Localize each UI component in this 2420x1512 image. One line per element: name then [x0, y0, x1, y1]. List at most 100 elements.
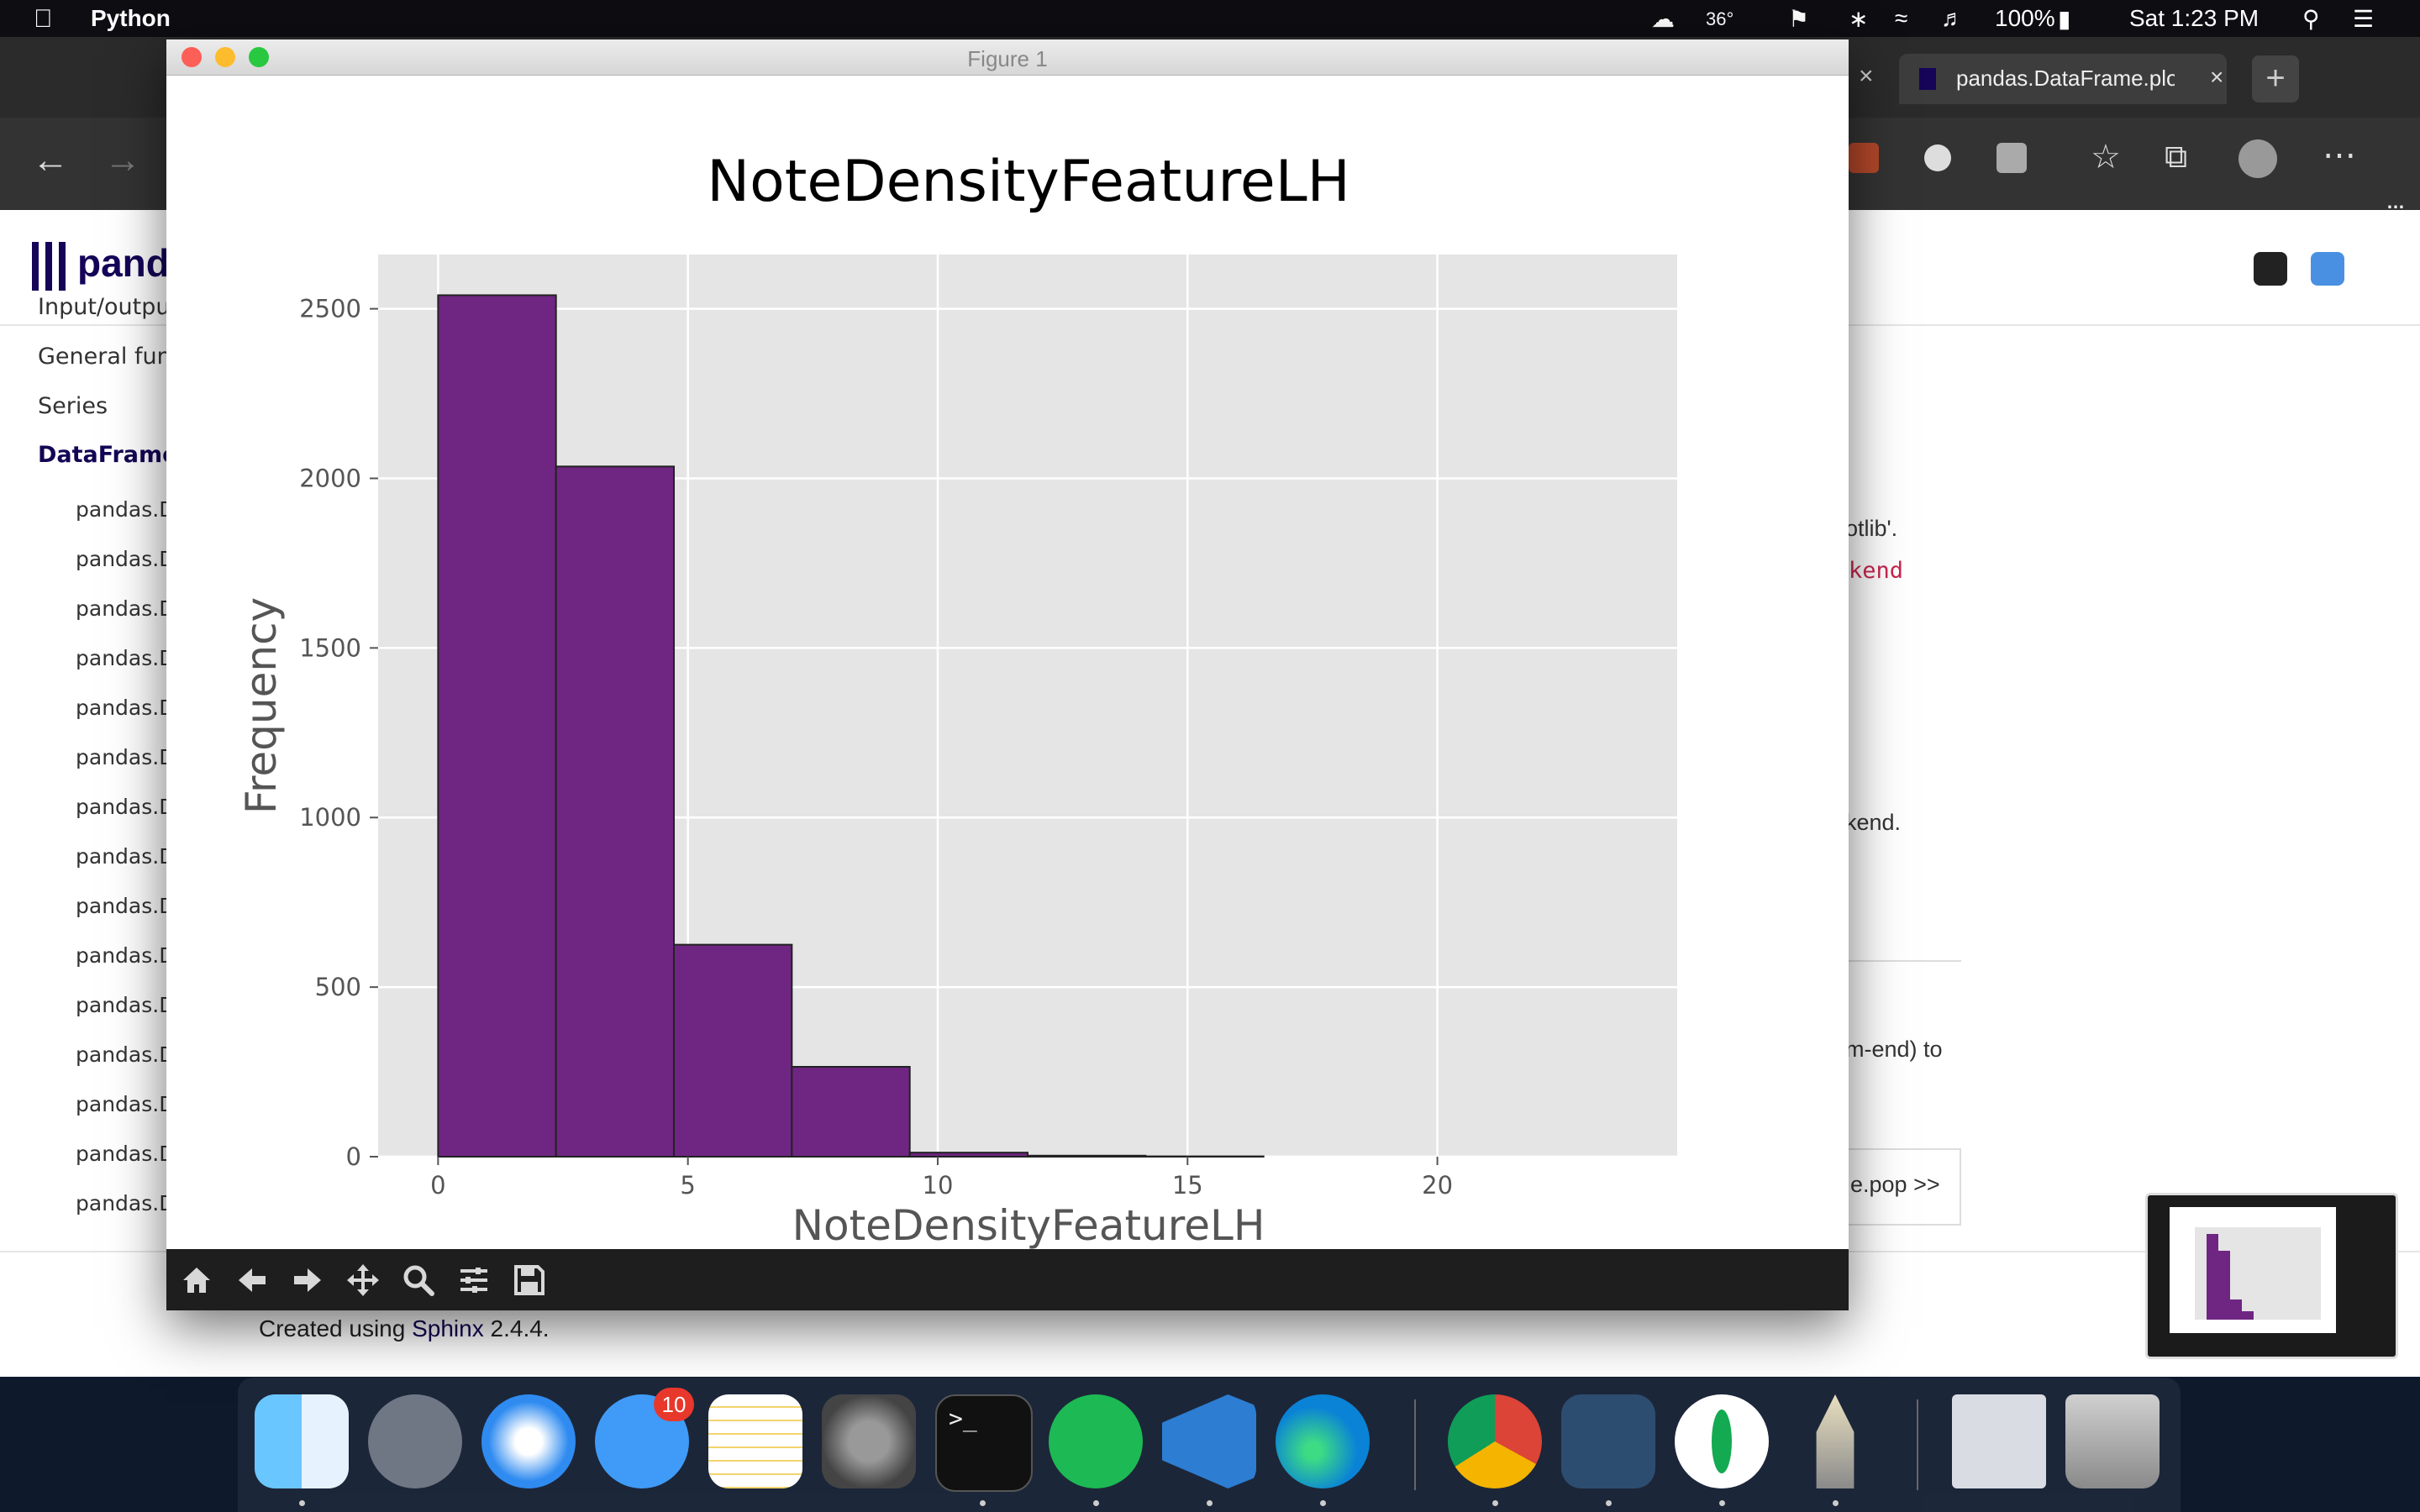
sidebar-subitem[interactable]: pandas.D — [76, 993, 176, 1017]
sidebar-subitem[interactable]: pandas.D — [76, 844, 176, 869]
creative-cloud-icon[interactable]: ☁ — [1651, 6, 1675, 32]
profile-avatar[interactable] — [2238, 139, 2277, 178]
forward-arrow-icon[interactable] — [282, 1257, 333, 1303]
messages-icon[interactable]: 10 — [595, 1388, 694, 1488]
notes-icon[interactable] — [708, 1394, 802, 1488]
sidebar-subitem[interactable]: pandas.D — [76, 547, 176, 571]
weather-temperature[interactable]: 36° — [1706, 8, 1734, 29]
wifi-icon[interactable]: ≈ — [1895, 5, 1908, 31]
thumbnail-bar — [2207, 1234, 2218, 1320]
chrome-icon[interactable] — [1448, 1394, 1542, 1488]
figure-window: Figure 1 NoteDensityFeatureLH 0 5 10 15 20 0… — [166, 39, 1849, 1310]
finder-icon[interactable] — [255, 1394, 349, 1488]
figure-toolbar — [166, 1249, 1849, 1310]
running-indicator — [299, 1500, 305, 1506]
sidebar-subitem[interactable]: pandas.D — [76, 1191, 176, 1215]
configure-subplots-icon[interactable] — [449, 1257, 499, 1303]
sidebar-subitem[interactable]: pandas.D — [76, 696, 176, 720]
footer-suffix: 2.4.4. — [483, 1315, 550, 1341]
flag-icon[interactable]: ⚑ — [1788, 6, 1810, 32]
launchpad-icon[interactable] — [368, 1394, 462, 1488]
histogram-bar — [1027, 1154, 1147, 1158]
browser-tab-active[interactable]: pandas.DataFrame.plot — × — [1899, 54, 2227, 104]
twitter-icon[interactable] — [2311, 252, 2344, 286]
sidebar-subitem[interactable]: pandas.D — [76, 646, 176, 670]
system-preferences-icon[interactable] — [822, 1394, 916, 1488]
close-tab-icon[interactable]: × — [1859, 62, 1874, 90]
histogram-bar — [437, 294, 557, 1158]
trash-icon[interactable] — [2065, 1394, 2160, 1488]
sidebar-subitem[interactable]: pandas.D — [76, 943, 176, 968]
sidebar-subitem[interactable]: pandas.D — [76, 497, 176, 522]
chrome-window-minimized-icon[interactable] — [1952, 1394, 2046, 1488]
save-icon[interactable] — [504, 1257, 555, 1303]
home-icon[interactable] — [171, 1257, 222, 1303]
app-menu-name[interactable]: Python — [91, 5, 171, 31]
spotify-icon[interactable] — [1049, 1394, 1143, 1488]
sidebar-item-series[interactable]: Series — [38, 393, 108, 419]
edge-icon[interactable] — [1276, 1394, 1370, 1488]
close-window-icon[interactable] — [182, 47, 202, 67]
sphinx-link[interactable]: Sphinx — [412, 1315, 484, 1341]
desktop-file-label[interactable]: … — [2386, 192, 2405, 213]
mysql-workbench-icon[interactable] — [1561, 1394, 1655, 1488]
extension-icon[interactable] — [1849, 143, 1879, 173]
terminal-icon[interactable]: >_ — [935, 1394, 1033, 1492]
sidebar-item-input-output[interactable]: Input/output — [38, 294, 180, 320]
next-page-button[interactable]: e.pop >> — [1849, 1148, 1961, 1226]
sidebar-subitem[interactable]: pandas.D — [76, 1092, 176, 1116]
x-axis-ticks: 0 5 10 15 20 — [430, 1157, 1453, 1200]
sidebar-subitem[interactable]: pandas.D — [76, 596, 176, 621]
favorites-icon[interactable]: ☆ — [2091, 139, 2121, 176]
sidebar-subitem[interactable]: pandas.D — [76, 894, 176, 918]
maximize-window-icon[interactable] — [249, 47, 269, 67]
terminal-prompt-icon: >_ — [949, 1404, 977, 1432]
figure-window-title: Figure 1 — [967, 46, 1048, 71]
control-center-icon[interactable]: ☰ — [2353, 6, 2375, 32]
bluetooth-icon[interactable]: ∗ — [1849, 6, 1869, 32]
python-launcher-icon[interactable] — [1816, 1394, 1854, 1488]
back-arrow-icon[interactable] — [227, 1257, 277, 1303]
close-tab-icon[interactable]: × — [2210, 64, 2224, 90]
footer-text: Created using Sphinx 2.4.4. — [259, 1315, 550, 1342]
sidebar-subitem[interactable]: pandas.D — [76, 745, 176, 769]
sidebar-subitem[interactable]: pandas.D — [76, 1042, 176, 1067]
minimize-window-icon[interactable] — [215, 47, 235, 67]
screenshot-thumbnail[interactable] — [2145, 1193, 2398, 1359]
sidebar-subitem[interactable]: pandas.D — [76, 795, 176, 819]
pandas-logo-icon[interactable] — [32, 242, 66, 291]
new-tab-button[interactable]: + — [2252, 55, 2299, 102]
running-indicator — [1207, 1500, 1213, 1506]
x-axis-label: NoteDensityFeatureLH — [792, 1201, 1265, 1249]
extension-icon[interactable] — [1924, 144, 1951, 171]
extension-icon[interactable] — [1996, 143, 2027, 173]
forward-icon[interactable]: → — [104, 139, 141, 181]
sidebar-item-dataframe[interactable]: DataFrame — [38, 442, 178, 468]
more-menu-icon[interactable]: ⋯ — [2323, 137, 2356, 174]
sidebar-subitem[interactable]: pandas.D — [76, 1142, 176, 1166]
volume-icon[interactable]: ♬ — [1941, 5, 1965, 31]
clock[interactable]: Sat 1:23 PM — [2129, 5, 2260, 31]
vscode-icon[interactable] — [1162, 1394, 1256, 1488]
x-tick-label: 5 — [680, 1171, 695, 1200]
figure-titlebar[interactable]: Figure 1 — [166, 39, 1849, 76]
histogram-bars — [437, 294, 1265, 1158]
histogram-bar — [673, 943, 793, 1158]
thumbnail-figure — [2170, 1207, 2336, 1333]
y-tick-label: 2500 — [299, 295, 361, 323]
mongodb-compass-icon[interactable] — [1675, 1394, 1769, 1488]
battery-percent[interactable]: 100% — [1995, 5, 2055, 31]
collections-icon[interactable]: ⧉ — [2165, 139, 2188, 175]
apple-menu-icon[interactable]:  — [34, 5, 53, 34]
github-icon[interactable] — [2254, 252, 2287, 286]
y-axis-ticks: 0 500 1000 1500 2000 2500 — [299, 295, 378, 1171]
battery-icon[interactable]: ▮ — [2058, 6, 2071, 32]
pan-icon[interactable] — [338, 1257, 388, 1303]
dock-separator — [1414, 1399, 1416, 1490]
zoom-icon[interactable] — [393, 1257, 444, 1303]
y-axis-label: Frequency — [237, 597, 286, 814]
back-icon[interactable]: ← — [32, 139, 69, 181]
spotlight-search-icon[interactable]: ⚲ — [2302, 6, 2320, 32]
safari-icon[interactable] — [481, 1394, 576, 1488]
x-tick-label: 10 — [923, 1171, 954, 1200]
